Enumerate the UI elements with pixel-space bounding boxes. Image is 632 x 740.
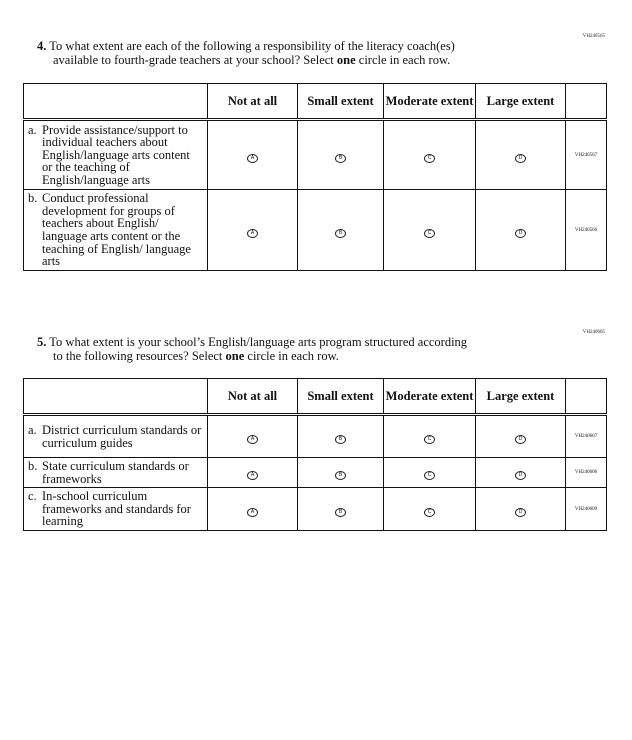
question-number: 5. xyxy=(37,335,47,349)
response-bubble-b[interactable]: B xyxy=(335,471,346,480)
question-4-text: 4. To what extent are each of the follow… xyxy=(37,39,557,67)
question-5-grid: Not at all Small extent Moderate extent Lar… xyxy=(23,378,607,531)
response-bubble-d[interactable]: D xyxy=(515,435,526,444)
row-label: a. Provide assistance/support to individu… xyxy=(23,119,208,190)
response-bubble-c[interactable]: C xyxy=(424,507,435,517)
column-header: Large extent xyxy=(475,378,566,416)
table-row: b. State curriculum standards or framewor… xyxy=(23,457,607,488)
table-row: a. Provide assistance/support to individu… xyxy=(23,119,607,190)
column-header: Moderate extent xyxy=(383,83,476,121)
response-bubble-b[interactable]: B xyxy=(335,153,346,163)
question-number: 4. xyxy=(37,39,47,53)
table-row: c. In-school curriculum frameworks and st… xyxy=(23,487,607,531)
row-label: b. State curriculum standards or framewor… xyxy=(23,457,208,488)
variable-code: VH240606 xyxy=(565,457,607,488)
question-code: VH240605 xyxy=(582,330,605,335)
header-row: Not at all Small extent Moderate extent Lar… xyxy=(23,83,607,121)
column-header: Not at all xyxy=(207,83,298,121)
question-4-grid: Not at all Small extent Moderate extent Lar… xyxy=(23,83,607,271)
response-bubble-b[interactable]: B xyxy=(335,435,346,444)
question-line: To what extent is your school’s English/… xyxy=(49,335,468,349)
row-label: a. District curriculum standards or curri… xyxy=(23,414,208,458)
table-row: a. District curriculum standards or curri… xyxy=(23,414,607,458)
response-bubble-a[interactable]: A xyxy=(247,153,258,163)
response-bubble-d[interactable]: D xyxy=(515,228,526,238)
variable-code: VH240567 xyxy=(565,119,607,190)
response-bubble-b[interactable]: B xyxy=(335,228,346,238)
question-line: to the following resources? Select one c… xyxy=(53,349,339,363)
response-bubble-d[interactable]: D xyxy=(515,471,526,480)
variable-code: VH240607 xyxy=(565,414,607,458)
column-header: Small extent xyxy=(297,378,384,416)
response-bubble-d[interactable]: D xyxy=(515,153,526,163)
row-label: c. In-school curriculum frameworks and st… xyxy=(23,487,208,531)
response-bubble-c[interactable]: C xyxy=(424,471,435,480)
response-bubble-a[interactable]: A xyxy=(247,471,258,480)
question-5-text: 5. To what extent is your school’s Engli… xyxy=(37,335,557,363)
response-bubble-d[interactable]: D xyxy=(515,507,526,517)
header-row: Not at all Small extent Moderate extent Lar… xyxy=(23,378,607,416)
table-row: b. Conduct professional development for g… xyxy=(23,189,607,271)
question-line: To what extent are each of the following… xyxy=(49,39,455,53)
response-bubble-a[interactable]: A xyxy=(247,507,258,517)
response-bubble-b[interactable]: B xyxy=(335,507,346,517)
column-header: Large extent xyxy=(475,83,566,121)
column-header: Moderate extent xyxy=(383,378,476,416)
response-bubble-c[interactable]: C xyxy=(424,435,435,444)
response-bubble-a[interactable]: A xyxy=(247,228,258,238)
column-header: Not at all xyxy=(207,378,298,416)
variable-code: VH240609 xyxy=(565,487,607,531)
response-bubble-a[interactable]: A xyxy=(247,435,258,444)
row-label: b. Conduct professional development for g… xyxy=(23,189,208,271)
question-line: available to fourth-grade teachers at yo… xyxy=(53,53,451,67)
column-header: Small extent xyxy=(297,83,384,121)
response-bubble-c[interactable]: C xyxy=(424,228,435,238)
variable-code: VH240566 xyxy=(565,189,607,271)
question-code: VH240565 xyxy=(582,34,605,39)
response-bubble-c[interactable]: C xyxy=(424,153,435,163)
